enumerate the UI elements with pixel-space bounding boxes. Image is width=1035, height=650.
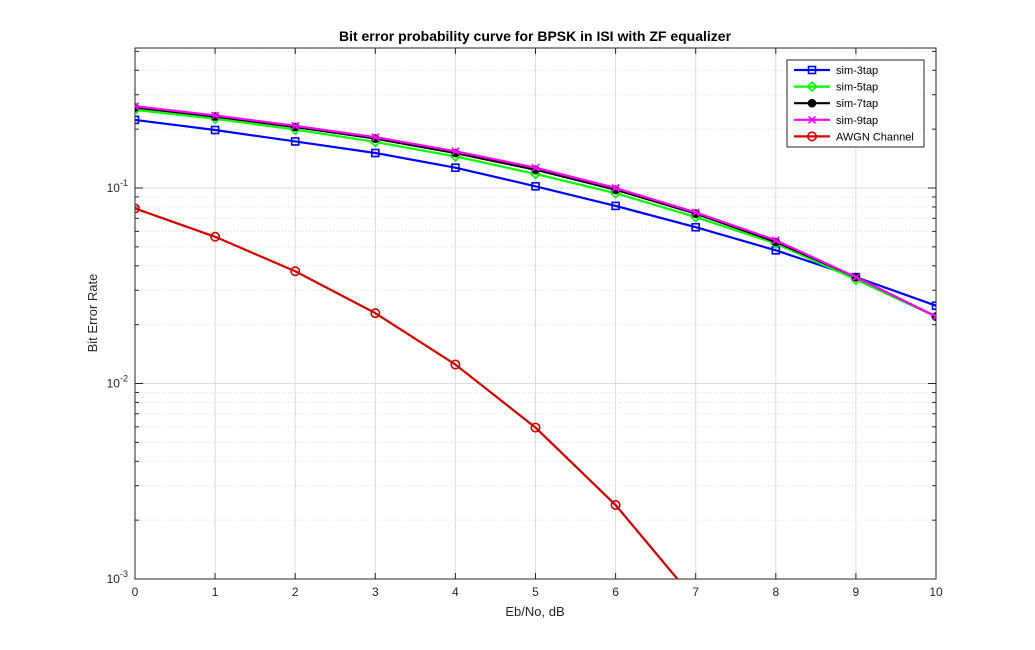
x-tick-label: 4 <box>452 585 459 599</box>
legend-label: sim-5tap <box>836 82 878 94</box>
x-tick-label: 0 <box>132 585 139 599</box>
legend-item: sim-9tap <box>794 115 878 127</box>
legend-label: sim-7tap <box>836 98 878 110</box>
data-point <box>135 203 140 214</box>
series-line <box>135 207 679 579</box>
legend-label: AWGN Channel <box>836 131 914 143</box>
data-point <box>611 201 620 211</box>
y-tick-label: 10-1 <box>107 178 128 195</box>
legend-marker <box>807 115 817 124</box>
x-marker-stroke <box>771 236 780 245</box>
legend-item: sim-5tap <box>794 80 878 94</box>
data-point <box>135 115 140 125</box>
y-tick-labels: 10-110-210-3 <box>107 178 128 586</box>
y-tick-exponent: -3 <box>120 569 128 579</box>
legend-item: sim-7tap <box>794 98 878 110</box>
y-tick-exponent: -1 <box>120 178 128 188</box>
legend-label: sim-9tap <box>836 115 878 127</box>
data-point <box>771 236 780 245</box>
legend-marker <box>807 65 817 75</box>
data-point <box>611 183 620 193</box>
data-point <box>451 147 460 156</box>
x-marker-stroke <box>531 163 540 172</box>
legend: sim-3tap sim-5tap sim-7tap sim-9tap AWGN Cha… <box>786 59 925 148</box>
x-tick-label: 3 <box>372 585 379 599</box>
x-tick-label: 6 <box>612 585 619 599</box>
data-point <box>531 163 540 172</box>
legend-marker <box>806 80 818 93</box>
series-sim-9tap <box>135 102 936 321</box>
series-awgn-channel <box>135 203 679 579</box>
data-point <box>530 422 541 433</box>
x-tick-label: 10 <box>929 585 943 599</box>
series-line <box>135 118 936 307</box>
x-axis-title: Eb/No, dB <box>505 604 564 619</box>
data-point <box>931 312 936 321</box>
x-marker-stroke <box>135 102 140 108</box>
x-marker-stroke <box>211 111 220 120</box>
x-tick-label: 5 <box>532 585 539 599</box>
x-marker-stroke <box>691 208 700 217</box>
data-point <box>691 222 701 232</box>
data-point <box>691 208 700 217</box>
x-marker-stroke <box>291 121 300 130</box>
x-tick-label: 9 <box>853 585 860 599</box>
data-point <box>771 246 781 255</box>
x-marker-stroke <box>611 183 620 193</box>
y-tick-exponent: -2 <box>120 374 128 384</box>
data-point <box>370 148 380 158</box>
data-point <box>290 266 301 277</box>
data-point <box>291 121 300 130</box>
data-point <box>211 111 220 120</box>
data-point <box>210 125 220 135</box>
data-point <box>610 500 621 511</box>
chart-title: Bit error probability curve for BPSK in … <box>339 28 732 44</box>
y-tick-label: 10-2 <box>107 374 128 391</box>
data-point <box>290 137 300 146</box>
x-tick-labels: 0 1 2 3 4 5 6 7 8 9 10 <box>132 585 943 599</box>
data-point <box>371 133 380 142</box>
x-tick-label: 2 <box>292 585 299 599</box>
x-marker-stroke <box>451 147 460 156</box>
x-tick-label: 8 <box>772 585 779 599</box>
data-point <box>931 301 936 311</box>
data-point <box>450 359 461 370</box>
x-marker-stroke <box>135 105 140 111</box>
data-point <box>210 231 221 242</box>
series <box>135 102 936 579</box>
y-axis-title: Bit Error Rate <box>85 274 100 353</box>
y-tick-label: 10-3 <box>107 569 128 586</box>
legend-label: sim-3tap <box>836 65 878 77</box>
legend-item: sim-3tap <box>794 65 878 77</box>
data-point <box>451 163 460 173</box>
x-marker-stroke <box>807 115 817 124</box>
data-point <box>531 182 540 191</box>
x-tick-label: 7 <box>692 585 699 599</box>
legend-marker <box>806 131 817 142</box>
data-point <box>851 273 860 282</box>
y-tick-base: 10 <box>107 181 121 195</box>
x-tick-label: 1 <box>212 585 219 599</box>
data-point <box>370 308 381 319</box>
legend-marker <box>807 98 817 108</box>
x-marker-stroke <box>931 312 936 318</box>
data-point <box>135 102 140 111</box>
x-marker-stroke <box>851 273 860 282</box>
y-tick-base: 10 <box>107 572 121 586</box>
x-marker-stroke <box>931 315 936 321</box>
y-tick-base: 10 <box>107 377 121 391</box>
legend-item: AWGN Channel <box>794 131 914 143</box>
x-marker-stroke <box>371 133 380 142</box>
